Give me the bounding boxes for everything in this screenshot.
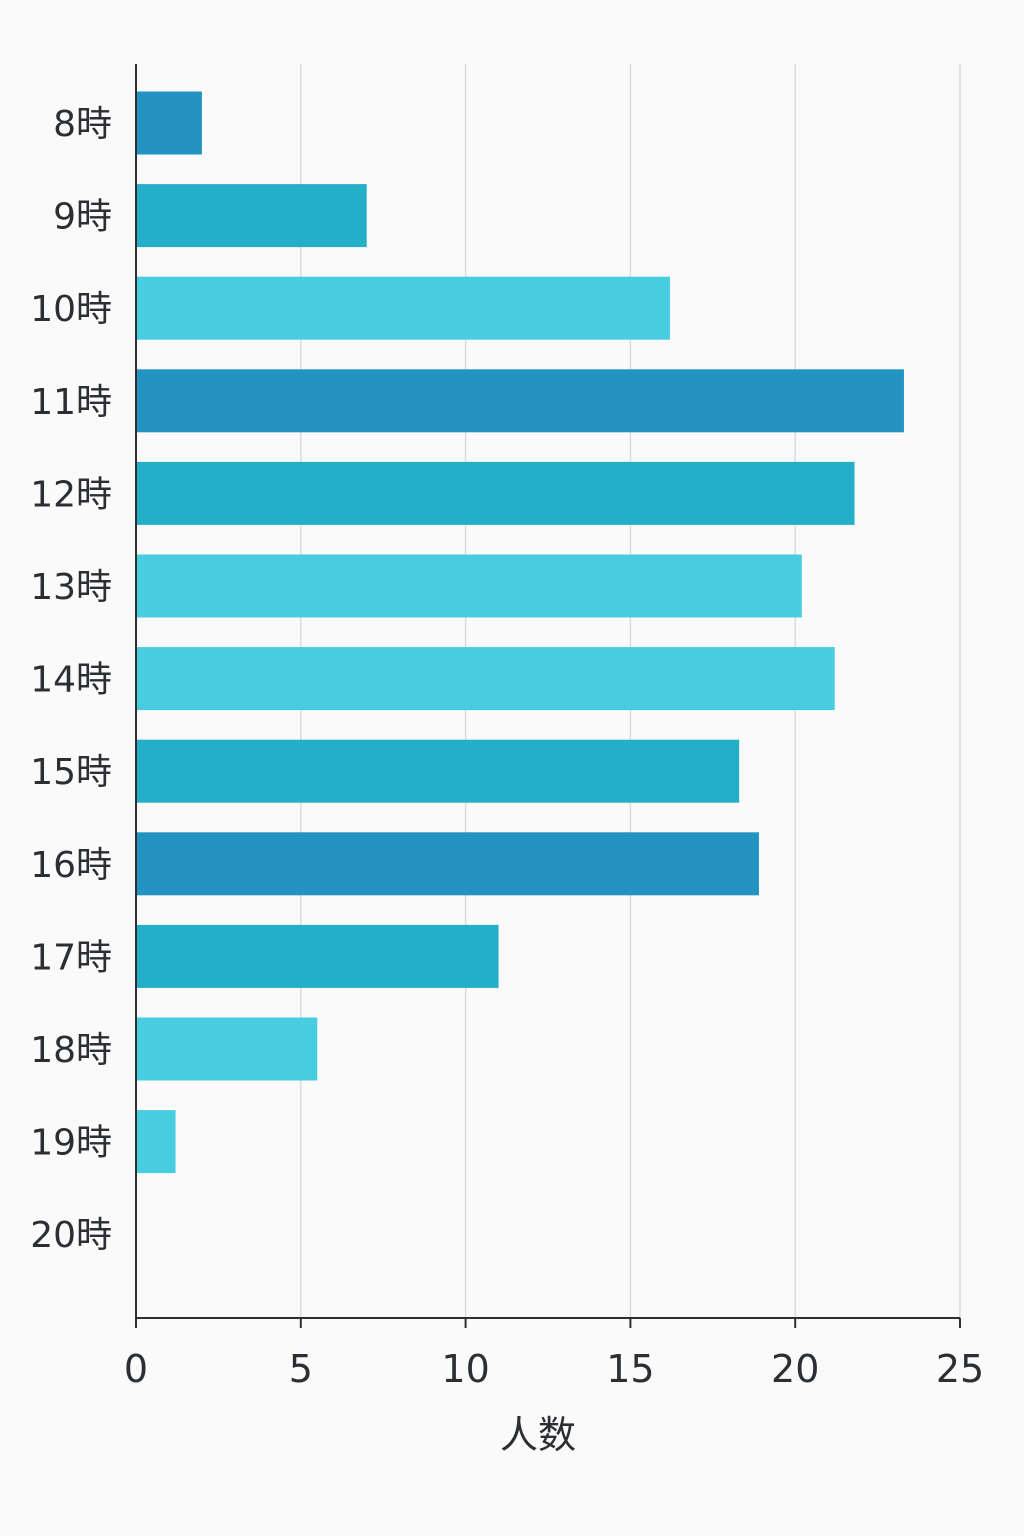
category-label-20時: 20時 [30,1215,112,1256]
x-tick-label-15: 15 [606,1347,654,1391]
x-tick-labels: 0 5 10 15 20 25 [124,1318,984,1391]
bar-11時 [136,369,904,433]
category-label-11時: 11時 [30,382,112,423]
bar-10時 [136,276,670,340]
x-tick-label-5: 5 [289,1347,313,1391]
category-label-16時: 16時 [30,845,112,886]
bar-19時 [136,1110,176,1174]
bars [136,91,904,1174]
x-tick-label-20: 20 [771,1347,819,1391]
bar-13時 [136,554,802,618]
category-label-18時: 18時 [30,1030,112,1071]
category-label-19時: 19時 [30,1123,112,1164]
x-tick-label-10: 10 [441,1347,489,1391]
bar-17時 [136,924,499,988]
bar-9時 [136,184,367,248]
category-label-15時: 15時 [30,752,112,793]
category-label-9時: 9時 [53,197,112,238]
category-label-12時: 12時 [30,474,112,515]
x-tick-label-0: 0 [124,1347,148,1391]
category-label-14時: 14時 [30,660,112,701]
x-tick-label-25: 25 [936,1347,984,1391]
category-label-17時: 17時 [30,937,112,978]
category-labels: 8時 9時 10時 11時 12時 13時 14時 15時 16時 17時 18時 19時 20時 [30,104,112,1256]
bar-8時 [136,91,202,155]
category-label-10時: 10時 [30,289,112,330]
bar-12時 [136,461,855,525]
bar-14時 [136,647,835,711]
bar-18時 [136,1017,318,1081]
x-axis-title: 人数 [500,1413,576,1457]
bar-16時 [136,832,759,896]
category-label-8時: 8時 [53,104,112,145]
category-label-13時: 13時 [30,567,112,608]
bar-15時 [136,739,740,803]
